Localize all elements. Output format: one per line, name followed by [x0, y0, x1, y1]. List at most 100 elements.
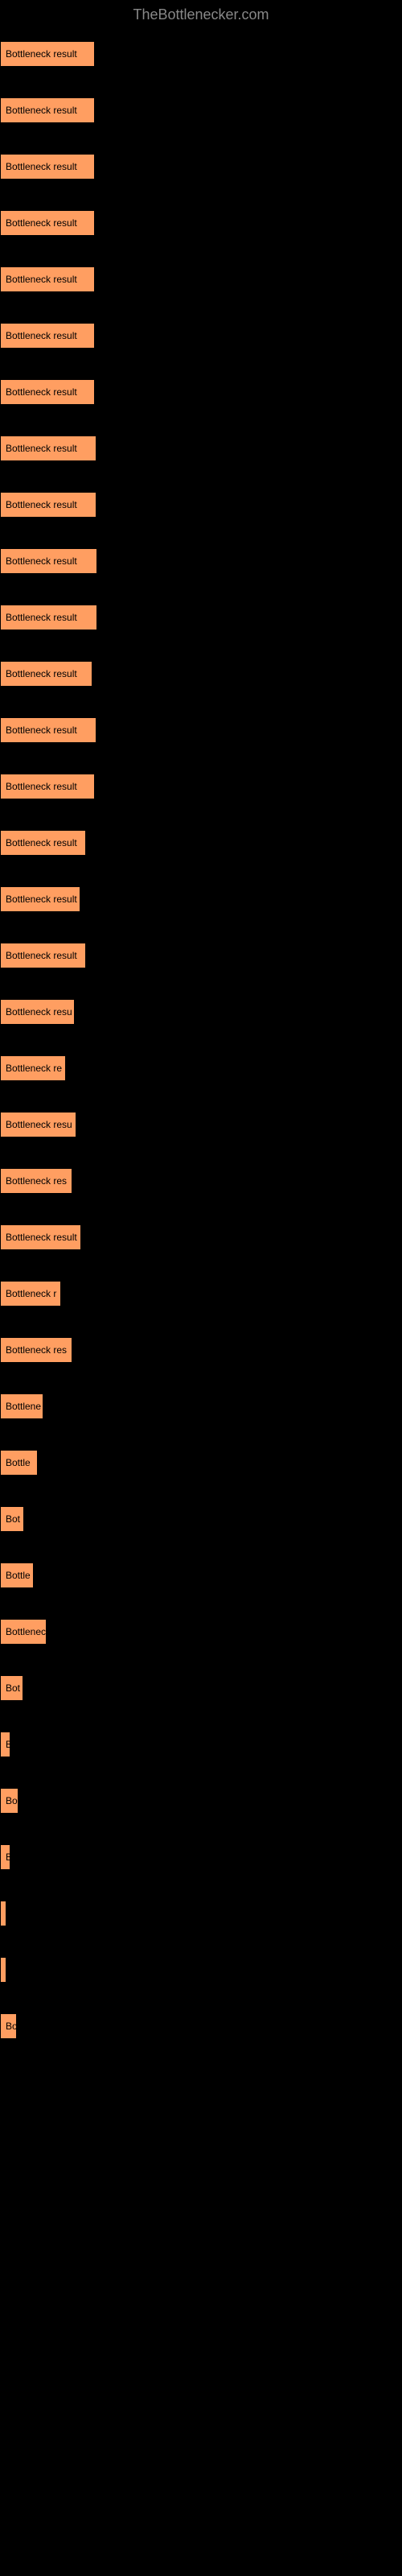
- bar-label: Bo: [6, 1795, 18, 1806]
- bar: Bottleneck re: [0, 1055, 66, 1081]
- bar-row: Bottleneck resu: [0, 996, 402, 1052]
- bar-label: Bottle: [6, 1457, 31, 1468]
- bar: Bottleneck result: [0, 661, 92, 687]
- bar-row: Bottleneck result: [0, 770, 402, 827]
- bar: Bo: [0, 2013, 17, 2039]
- bar-label: Bottleneck result: [6, 1232, 77, 1243]
- bar-label: Bo: [6, 2021, 18, 2032]
- bar-row: Bottleneck result: [0, 207, 402, 263]
- bar: Bo: [0, 1788, 18, 1814]
- bar: Bottleneck result: [0, 774, 95, 799]
- bar: Bottleneck result: [0, 830, 86, 856]
- bar-row: Bottleneck result: [0, 545, 402, 601]
- bar-label: Bottleneck resu: [6, 1119, 72, 1130]
- bar-row: Bottlene: [0, 1390, 402, 1447]
- bar: Bottleneck result: [0, 97, 95, 123]
- bar: Bottleneck result: [0, 379, 95, 405]
- bar-label: Bottleneck result: [6, 894, 77, 905]
- bar: Bottleneck resu: [0, 1112, 76, 1137]
- bar-row: Bottleneck result: [0, 320, 402, 376]
- site-title: TheBottlenecker.com: [133, 6, 269, 23]
- bar-label: Bottlenec: [6, 1626, 46, 1637]
- bar: Bottleneck resu: [0, 999, 75, 1025]
- bar: Bottleneck result: [0, 436, 96, 461]
- bar-row: Bottleneck res: [0, 1334, 402, 1390]
- bar-row: Bo: [0, 2010, 402, 2066]
- bar: Bottlenec: [0, 1619, 47, 1645]
- bar: Bottleneck result: [0, 41, 95, 67]
- bar-row: Bottleneck res: [0, 1165, 402, 1221]
- bar-label: Bottleneck result: [6, 781, 77, 792]
- bar-label: Bottleneck result: [6, 330, 77, 341]
- bar-row: Bottleneck result: [0, 883, 402, 939]
- bar-label: Bottleneck re: [6, 1063, 62, 1074]
- bar: Bottle: [0, 1563, 34, 1588]
- header: TheBottlenecker.com: [0, 0, 402, 30]
- bar: B: [0, 1844, 10, 1870]
- bar: Bottleneck result: [0, 886, 80, 912]
- bar-row: Bot: [0, 1672, 402, 1728]
- bar: Bottleneck result: [0, 210, 95, 236]
- bar-label: Bottleneck result: [6, 274, 77, 285]
- bar: B: [0, 1732, 10, 1757]
- bar-label: Bot: [6, 1513, 20, 1525]
- bar: Bottleneck result: [0, 492, 96, 518]
- bar-row: Bottleneck result: [0, 94, 402, 151]
- bar: Bottleneck result: [0, 323, 95, 349]
- bar: Bottleneck result: [0, 605, 97, 630]
- bar-label: B: [6, 1739, 12, 1750]
- bar-label: Bottleneck result: [6, 724, 77, 736]
- bar: [0, 1957, 6, 1983]
- bar: Bottle: [0, 1450, 38, 1476]
- bar: Bottleneck result: [0, 548, 97, 574]
- bar-row: Bottleneck result: [0, 376, 402, 432]
- bar: [0, 1901, 6, 1926]
- bar-label: Bottle: [6, 1570, 31, 1581]
- bar: Bottleneck result: [0, 717, 96, 743]
- bar-row: Bottleneck result: [0, 38, 402, 94]
- bar-label: Bottleneck result: [6, 612, 77, 623]
- bar: Bottleneck res: [0, 1337, 72, 1363]
- bar-label: Bottleneck res: [6, 1344, 67, 1356]
- bar: Bottlene: [0, 1393, 43, 1419]
- bar-label: Bottleneck result: [6, 386, 77, 398]
- bar-row: Bottle: [0, 1447, 402, 1503]
- bar-row: Bottlenec: [0, 1616, 402, 1672]
- bar-row: Bottleneck result: [0, 714, 402, 770]
- bar-row: Bottleneck result: [0, 658, 402, 714]
- bar: Bottleneck result: [0, 943, 86, 968]
- bar-label: Bottleneck res: [6, 1175, 67, 1187]
- bar: Bottleneck res: [0, 1168, 72, 1194]
- bar-row: Bottleneck result: [0, 489, 402, 545]
- bar-label: Bottleneck result: [6, 555, 77, 567]
- bar-row: Bottleneck r: [0, 1278, 402, 1334]
- bar-label: Bottlene: [6, 1401, 41, 1412]
- bar-row: B: [0, 1728, 402, 1785]
- bar: Bottleneck result: [0, 266, 95, 292]
- bar-label: Bot: [6, 1682, 20, 1694]
- bar-label: Bottleneck r: [6, 1288, 56, 1299]
- bar-row: Bottleneck result: [0, 1221, 402, 1278]
- bar-row: B: [0, 1841, 402, 1897]
- bar-row: Bottleneck result: [0, 263, 402, 320]
- bar-label: Bottleneck resu: [6, 1006, 72, 1018]
- bar-row: Bottleneck result: [0, 151, 402, 207]
- bar-label: Bottleneck result: [6, 105, 77, 116]
- bar-row: Bottleneck result: [0, 601, 402, 658]
- bar-row: Bottleneck result: [0, 939, 402, 996]
- bar-label: Bottleneck result: [6, 499, 77, 510]
- bar: Bot: [0, 1506, 24, 1532]
- bar-label: Bottleneck result: [6, 950, 77, 961]
- bar-row: Bottleneck re: [0, 1052, 402, 1108]
- bar: Bot: [0, 1675, 23, 1701]
- chart-container: Bottleneck result Bottleneck result Bottle…: [0, 30, 402, 2074]
- bar-label: Bottleneck result: [6, 48, 77, 60]
- bar-row: Bot: [0, 1503, 402, 1559]
- bar-row: Bottleneck result: [0, 432, 402, 489]
- bar-row: Bottleneck result: [0, 827, 402, 883]
- bar-label: Bottleneck result: [6, 837, 77, 848]
- bar-row: [0, 1954, 402, 2010]
- bar: Bottleneck result: [0, 154, 95, 180]
- bar-row: Bo: [0, 1785, 402, 1841]
- bar-label: Bottleneck result: [6, 668, 77, 679]
